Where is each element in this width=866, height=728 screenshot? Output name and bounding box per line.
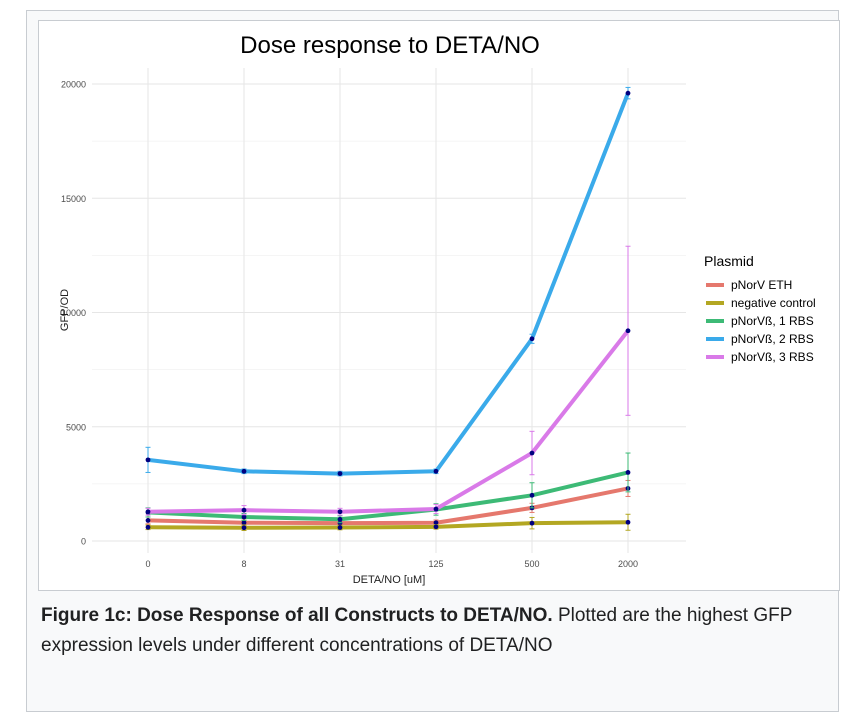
data-point — [241, 520, 247, 526]
legend-label: pNorV ETH — [731, 278, 792, 292]
data-point — [241, 525, 247, 531]
chart-frame — [38, 20, 840, 591]
data-point — [337, 471, 343, 476]
x-tick-label: 2000 — [618, 559, 638, 569]
data-point — [625, 328, 631, 334]
series-group — [145, 245, 631, 516]
series-line — [146, 328, 630, 514]
data-point — [529, 520, 535, 526]
y-tick-label: 15000 — [61, 194, 86, 204]
x-tick-label: 0 — [145, 559, 150, 569]
chart-title: Dose response to DETA/NO — [240, 32, 540, 59]
data-point — [433, 524, 439, 530]
x-tick-label: 125 — [428, 559, 443, 569]
series-line — [146, 520, 630, 530]
series-line — [146, 91, 630, 476]
dose-response-chart: Dose response to DETA/NO 050001000015000… — [59, 32, 816, 586]
y-axis-ticks: 0 5000 10000 15000 20000 — [61, 80, 86, 547]
series-layer — [145, 86, 631, 531]
data-point — [529, 450, 535, 456]
x-tick-label: 8 — [241, 559, 246, 569]
data-point — [145, 457, 151, 463]
series-line — [146, 470, 630, 522]
data-point — [241, 468, 247, 474]
data-point — [529, 336, 535, 342]
grid — [92, 68, 686, 553]
data-point — [337, 509, 343, 515]
series-group — [145, 513, 631, 531]
legend-label: negative control — [731, 296, 816, 310]
data-point — [625, 470, 631, 475]
data-point — [241, 507, 247, 513]
data-point — [433, 468, 439, 474]
y-axis-label: GFP/OD — [59, 289, 71, 331]
y-tick-label: 10000 — [61, 308, 86, 318]
data-point — [337, 525, 343, 530]
x-tick-label: 500 — [524, 559, 539, 569]
data-point — [433, 520, 439, 526]
data-point — [625, 90, 631, 96]
series-line — [146, 486, 630, 526]
legend-label: pNorVß, 3 RBS — [731, 350, 814, 364]
data-point — [625, 519, 631, 525]
x-axis-label: DETA/NO [uM] — [353, 574, 426, 586]
caption-title: Figure 1c: Dose Response of all Construc… — [41, 605, 553, 626]
y-tick-label: 5000 — [66, 422, 86, 432]
data-point — [529, 492, 535, 498]
legend-label: pNorVß, 2 RBS — [731, 332, 814, 346]
data-point — [337, 516, 343, 522]
legend: Plasmid pNorV ETH negative control pNorVß,… — [704, 253, 816, 364]
y-tick-label: 20000 — [61, 80, 86, 90]
x-axis-ticks: 0 8 31 125 500 2000 — [145, 559, 638, 569]
x-tick-label: 31 — [335, 559, 345, 569]
series-group — [145, 86, 631, 477]
legend-title: Plasmid — [704, 253, 754, 269]
y-tick-label: 0 — [81, 537, 86, 547]
data-point — [145, 524, 151, 530]
data-point — [145, 518, 151, 523]
data-point — [433, 506, 439, 512]
data-point — [145, 509, 151, 515]
legend-label: pNorVß, 1 RBS — [731, 314, 814, 328]
caption-text: Plotted are the highest GFP expression l… — [41, 605, 793, 656]
figure-caption: Figure 1c: Dose Response of all Construc… — [41, 601, 821, 661]
data-point — [241, 514, 247, 520]
